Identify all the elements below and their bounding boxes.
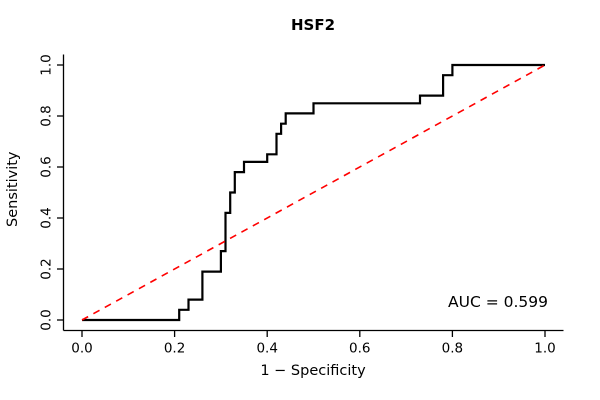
y-axis-label: Sensitivity xyxy=(5,151,21,228)
y-tick-label: 0.6 xyxy=(39,156,55,177)
y-tick-label: 0.4 xyxy=(39,207,55,228)
y-tick-label: 0.0 xyxy=(39,309,55,330)
x-tick-label: 0.2 xyxy=(164,341,185,357)
x-tick-label: 0.6 xyxy=(349,341,370,357)
auc-annotation: AUC = 0.599 xyxy=(448,293,548,311)
x-tick-label: 1.0 xyxy=(534,341,555,357)
roc-curve xyxy=(82,63,545,322)
x-axis-label: 1 − Specificity xyxy=(260,363,366,379)
chance-diagonal-line xyxy=(81,64,546,321)
y-tick-label: 0.8 xyxy=(39,105,55,126)
chart-title: HSF2 xyxy=(290,16,336,34)
y-tick-label: 0.2 xyxy=(39,258,55,279)
x-tick-label: 0.4 xyxy=(256,341,277,357)
x-tick-label: 0.0 xyxy=(71,341,92,357)
x-tick-label: 0.8 xyxy=(442,341,463,357)
y-tick-label: 1.0 xyxy=(39,54,55,75)
